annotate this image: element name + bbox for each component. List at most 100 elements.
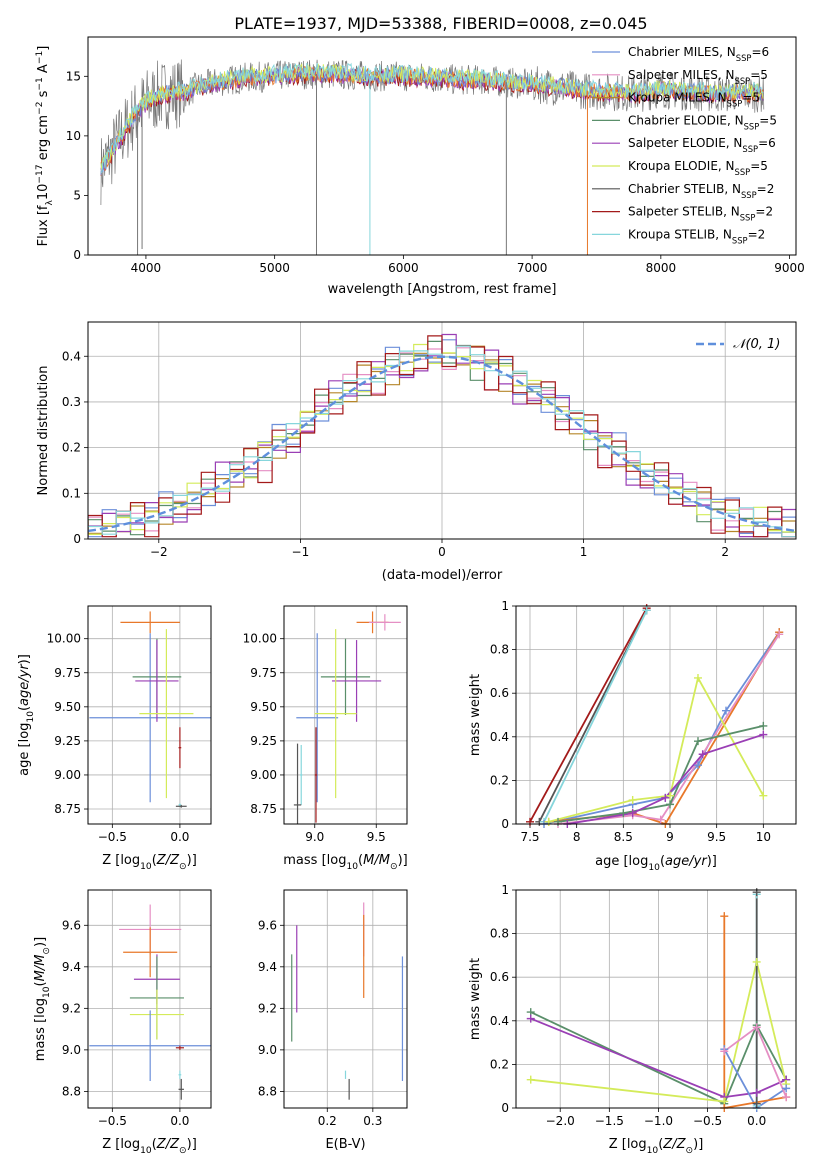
- x-tick-label: 0.0: [747, 1114, 766, 1128]
- x-tick-label: 7000: [517, 261, 548, 275]
- y-axis-label: mass [log10(M/M⊙)]: [33, 937, 52, 1061]
- y-tick-label: 0: [501, 1101, 509, 1115]
- y-tick-label: 9.2: [258, 1001, 277, 1015]
- ebv_vs_mass-points: [291, 902, 404, 1100]
- x-tick-label: 0.0: [170, 830, 189, 844]
- z_vs_mass-panel: −0.5 0.0 8.8 9.0 9.2 9.4 9.6 Z [log10(Z/Z⊙)] mas…: [33, 889, 212, 1156]
- marker-salpeter_elodie: [698, 750, 707, 759]
- axes-frame: [515, 605, 797, 825]
- y-tick-label: 8.75: [54, 802, 81, 816]
- y-tick-label: 0.4: [490, 730, 509, 744]
- y-tick-label: 0.4: [62, 349, 81, 363]
- x-axis-label: Z [log10(Z/Z⊙)]: [102, 1137, 197, 1156]
- ebv_vs_mass-panel: 0.2 0.3 8.8 9.0 9.2 9.4 9.6 E(B-V): [258, 889, 408, 1152]
- y-tick-label: 15: [66, 69, 81, 83]
- marker-kroupa_stelib: [642, 606, 651, 615]
- x-tick-label: 0: [438, 545, 446, 559]
- x-tick-label: 8: [573, 830, 581, 844]
- legend-entry: Kroupa MILES, NSSP=5: [628, 91, 760, 109]
- marker-salpeter_elodie: [628, 809, 637, 818]
- series-salpeter_elodie: [567, 733, 764, 824]
- legend-entry: Salpeter MILES, NSSP=5: [628, 68, 768, 86]
- normal-curve: [88, 355, 796, 533]
- y-axis-label: mass weight: [468, 674, 483, 756]
- axes-frame: [515, 889, 797, 1109]
- y-tick-label: 0.2: [62, 441, 81, 455]
- marker-salpeter_elodie: [526, 1014, 535, 1023]
- x-axis-label: E(B-V): [325, 1137, 365, 1152]
- legend-entry: 𝒩(0, 1): [733, 337, 780, 352]
- y-tick-label: 9.00: [250, 768, 277, 782]
- marker-kroupa_elodie: [628, 796, 637, 805]
- axes-frame: [283, 889, 408, 1109]
- axes-frame: [87, 321, 797, 540]
- x-tick-label: 9: [666, 830, 674, 844]
- mass_vs_age-points: [293, 611, 401, 824]
- marker-salpeter_elodie: [661, 793, 670, 802]
- x-tick-label: 6000: [388, 261, 419, 275]
- y-tick-label: 10.00: [243, 632, 277, 646]
- marker-salpeter_miles: [720, 1047, 729, 1056]
- x-tick-label: 7.5: [520, 830, 539, 844]
- x-tick-label: −1.0: [644, 1114, 673, 1128]
- marker-kroupa_elodie: [694, 673, 702, 682]
- marker-chabrier_miles: [722, 706, 730, 715]
- y-tick-label: 0.6: [490, 686, 509, 700]
- marker-chabrier_stelib: [752, 1099, 761, 1108]
- x-axis-label: age [log10(age/yr)]: [595, 854, 717, 873]
- y-tick-label: 0.3: [62, 395, 81, 409]
- legend-entry: Chabrier ELODIE, NSSP=5: [628, 113, 777, 131]
- y-tick-label: 0.6: [490, 970, 509, 984]
- x-tick-label: 9.0: [305, 830, 324, 844]
- y-tick-label: 9.50: [250, 700, 277, 714]
- y-tick-label: 8.75: [250, 802, 277, 816]
- y-axis-label: Normed distribution: [36, 366, 51, 496]
- marker-salpeter_miles: [775, 630, 784, 639]
- spectrum-panel: 4000 5000 6000 7000 8000 9000 0 5 10 15 wavelength…: [35, 36, 805, 297]
- marker-kroupa_elodie: [666, 791, 674, 800]
- y-tick-label: 0.2: [490, 773, 509, 787]
- marker-extra_orange: [720, 912, 729, 921]
- x-axis-label: Z [log10(Z/Z⊙)]: [102, 853, 197, 872]
- y-tick-label: 9.4: [258, 960, 277, 974]
- y-tick-label: 0: [73, 248, 81, 262]
- x-tick-label: 5000: [259, 261, 290, 275]
- x-axis-label: wavelength [Angstrom, rest frame]: [328, 282, 557, 297]
- series-salpeter_stelib: [529, 607, 648, 823]
- marker-salpeter_elodie: [752, 1088, 761, 1097]
- y-tick-label: 1: [501, 599, 509, 613]
- y-tick-label: 9.6: [62, 918, 81, 932]
- x-tick-label: 8000: [646, 261, 677, 275]
- x-tick-label: −0.5: [98, 1114, 127, 1128]
- y-axis-label: age [log10(age/yr)]: [17, 654, 36, 776]
- y-tick-label: 10: [66, 129, 81, 143]
- x-tick-label: −2.0: [546, 1114, 575, 1128]
- marker-chabrier_elodie: [694, 737, 702, 746]
- x-tick-label: 0.3: [363, 1114, 382, 1128]
- age_vs_weight-panel: 7.5 8 8.5 9 9.5 10 0 0.2 0.4 0.6 0.8 1 mass weight ag…: [468, 599, 797, 873]
- z_vs_weight-lines: [530, 892, 788, 1108]
- marker-kroupa_elodie: [526, 1075, 535, 1084]
- y-tick-label: 10.00: [47, 632, 81, 646]
- x-tick-label: −2: [150, 545, 168, 559]
- x-axis-label: mass [log10(M/M⊙)]: [283, 853, 407, 872]
- residuals-panel: −2 −1 0 1 2 0 0.1 0.2 0.3 0.4 (data-model)/error No…: [36, 321, 797, 583]
- legend-entry: Kroupa STELIB, NSSP=2: [628, 227, 765, 245]
- marker-chabrier_miles: [782, 1084, 791, 1093]
- x-tick-label: 9000: [774, 261, 805, 275]
- y-tick-label: 8.8: [258, 1084, 277, 1098]
- age_vs_weight-lines: [529, 607, 780, 824]
- legend-entry: Chabrier MILES, NSSP=6: [628, 45, 769, 63]
- marker-salpeter_miles: [752, 1023, 761, 1032]
- y-tick-label: 0.8: [490, 927, 509, 941]
- series-extra_orange: [548, 631, 780, 824]
- z_vs_age-panel: −0.5 0.0 8.75 9.00 9.25 9.50 9.75 10.00 Z [log10…: [17, 605, 212, 872]
- x-tick-label: −1: [292, 545, 310, 559]
- y-tick-label: 9.50: [54, 700, 81, 714]
- marker-salpeter_miles: [782, 1093, 791, 1102]
- y-tick-label: 9.6: [258, 918, 277, 932]
- marker-salpeter_miles: [656, 815, 665, 824]
- series-salpeter_elodie: [530, 1017, 787, 1099]
- y-tick-label: 0.8: [490, 643, 509, 657]
- y-tick-label: 9.00: [54, 768, 81, 782]
